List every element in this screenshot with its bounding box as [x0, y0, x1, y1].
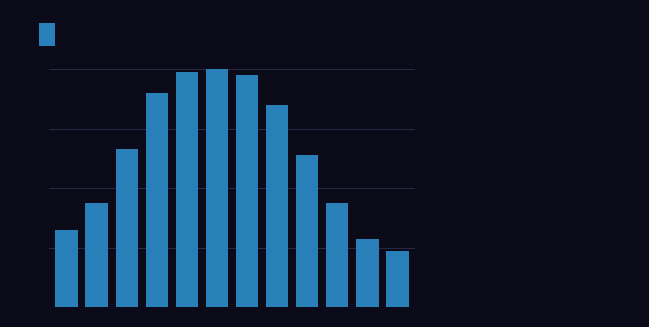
Bar — [206, 69, 228, 307]
Bar — [86, 203, 108, 307]
Bar — [55, 230, 78, 307]
Bar — [145, 93, 168, 307]
Bar — [356, 239, 378, 307]
Bar — [176, 72, 198, 307]
Bar — [326, 203, 349, 307]
Bar — [236, 75, 258, 307]
Bar — [386, 251, 409, 307]
Bar — [296, 155, 319, 307]
Bar — [266, 105, 288, 307]
Bar — [116, 149, 138, 307]
